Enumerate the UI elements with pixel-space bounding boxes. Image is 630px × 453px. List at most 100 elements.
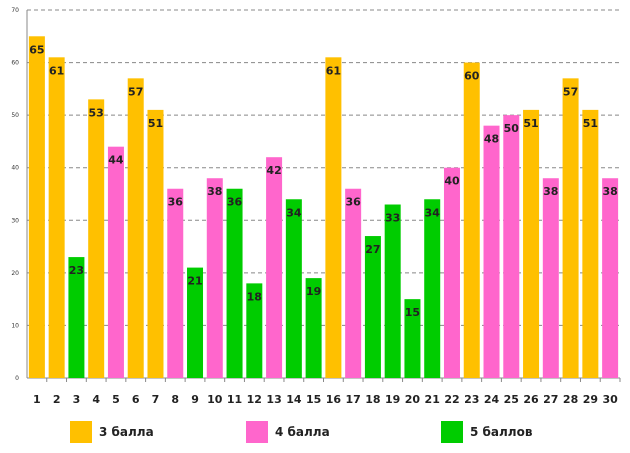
- data-label: 23: [69, 264, 84, 277]
- x-tick-label: 9: [191, 393, 199, 406]
- x-tick-label: 18: [365, 393, 380, 406]
- data-label: 40: [444, 175, 460, 188]
- x-tick-label: 19: [385, 393, 400, 406]
- x-tick-label: 1: [33, 393, 41, 406]
- bar: [443, 167, 460, 378]
- legend-label: 3 балла: [99, 425, 154, 439]
- x-tick-label: 15: [306, 393, 321, 406]
- data-label: 51: [148, 117, 163, 130]
- x-tick-label: 12: [247, 393, 262, 406]
- x-tick-label: 4: [92, 393, 100, 406]
- legend-swatch: [441, 421, 463, 443]
- x-tick-label: 21: [425, 393, 440, 406]
- bar: [364, 236, 381, 378]
- bar: [68, 257, 85, 378]
- bar: [325, 57, 342, 379]
- bar: [542, 178, 559, 378]
- x-tick-label: 17: [345, 393, 360, 406]
- bar: [167, 188, 184, 378]
- bar: [305, 278, 322, 378]
- x-tick-label: 20: [405, 393, 421, 406]
- data-label: 38: [543, 185, 558, 198]
- legend-label: 5 баллов: [470, 425, 533, 439]
- x-tick-label: 2: [53, 393, 61, 406]
- bar: [384, 204, 401, 378]
- x-tick-label: 5: [112, 393, 120, 406]
- x-tick-label: 3: [73, 393, 81, 406]
- bar: [404, 299, 421, 378]
- y-tick-label: 30: [11, 217, 19, 224]
- x-tick-label: 25: [504, 393, 519, 406]
- data-label: 61: [49, 64, 64, 77]
- bar: [523, 109, 540, 378]
- data-label: 19: [306, 285, 321, 298]
- data-label: 38: [207, 185, 222, 198]
- bar: [187, 267, 204, 378]
- bar: [602, 178, 619, 378]
- data-label: 48: [484, 133, 499, 146]
- data-label: 34: [425, 206, 441, 219]
- y-tick-label: 20: [11, 270, 19, 277]
- bar: [246, 283, 263, 378]
- x-tick-label: 23: [464, 393, 479, 406]
- y-tick-label: 50: [11, 112, 19, 119]
- bar: [424, 199, 441, 378]
- x-tick-label: 6: [132, 393, 140, 406]
- bar: [48, 57, 65, 379]
- bar: [503, 115, 520, 379]
- data-label: 50: [504, 122, 520, 135]
- x-tick-label: 27: [543, 393, 558, 406]
- bar: [285, 199, 302, 378]
- y-tick-label: 0: [15, 375, 19, 382]
- x-tick-label: 14: [286, 393, 302, 406]
- y-tick-label: 60: [11, 60, 19, 67]
- data-label: 36: [227, 196, 243, 209]
- data-label: 42: [266, 164, 281, 177]
- x-tick-label: 30: [602, 393, 618, 406]
- x-tick-label: 29: [583, 393, 598, 406]
- bar: [582, 109, 599, 378]
- data-label: 27: [365, 243, 380, 256]
- legend-item-3: 3 балла: [70, 421, 154, 443]
- data-label: 15: [405, 306, 420, 319]
- data-label: 60: [464, 70, 480, 83]
- bar: [88, 99, 105, 378]
- bar: [266, 157, 283, 378]
- data-label: 57: [128, 85, 143, 98]
- x-tick-label: 16: [326, 393, 342, 406]
- x-tick-label: 28: [563, 393, 578, 406]
- bar: [463, 62, 480, 378]
- data-label: 38: [602, 185, 617, 198]
- legend-item-5: 5 баллов: [441, 421, 532, 443]
- bar: [107, 146, 124, 378]
- data-label: 65: [29, 43, 44, 56]
- legend-item-4: 4 балла: [246, 421, 330, 443]
- data-label: 61: [326, 64, 341, 77]
- y-tick-label: 40: [11, 165, 19, 172]
- data-label: 51: [523, 117, 538, 130]
- bar: [206, 178, 223, 378]
- legend-label: 4 балла: [275, 425, 330, 439]
- legend-swatch: [246, 421, 268, 443]
- data-label: 57: [563, 85, 578, 98]
- x-tick-label: 7: [152, 393, 160, 406]
- data-label: 51: [583, 117, 598, 130]
- x-tick-label: 22: [444, 393, 459, 406]
- y-tick-label: 70: [11, 7, 19, 14]
- bar: [483, 125, 500, 379]
- bar: [226, 188, 243, 378]
- y-tick-label: 10: [11, 322, 19, 329]
- data-label: 33: [385, 212, 400, 225]
- data-label: 34: [286, 206, 302, 219]
- bar: [127, 78, 144, 378]
- bar: [28, 36, 45, 379]
- bar: [345, 188, 362, 378]
- bar: [562, 78, 579, 378]
- data-label: 18: [247, 290, 262, 303]
- data-label: 53: [89, 106, 104, 119]
- x-tick-label: 10: [207, 393, 223, 406]
- x-tick-label: 11: [227, 393, 242, 406]
- data-label: 21: [187, 275, 202, 288]
